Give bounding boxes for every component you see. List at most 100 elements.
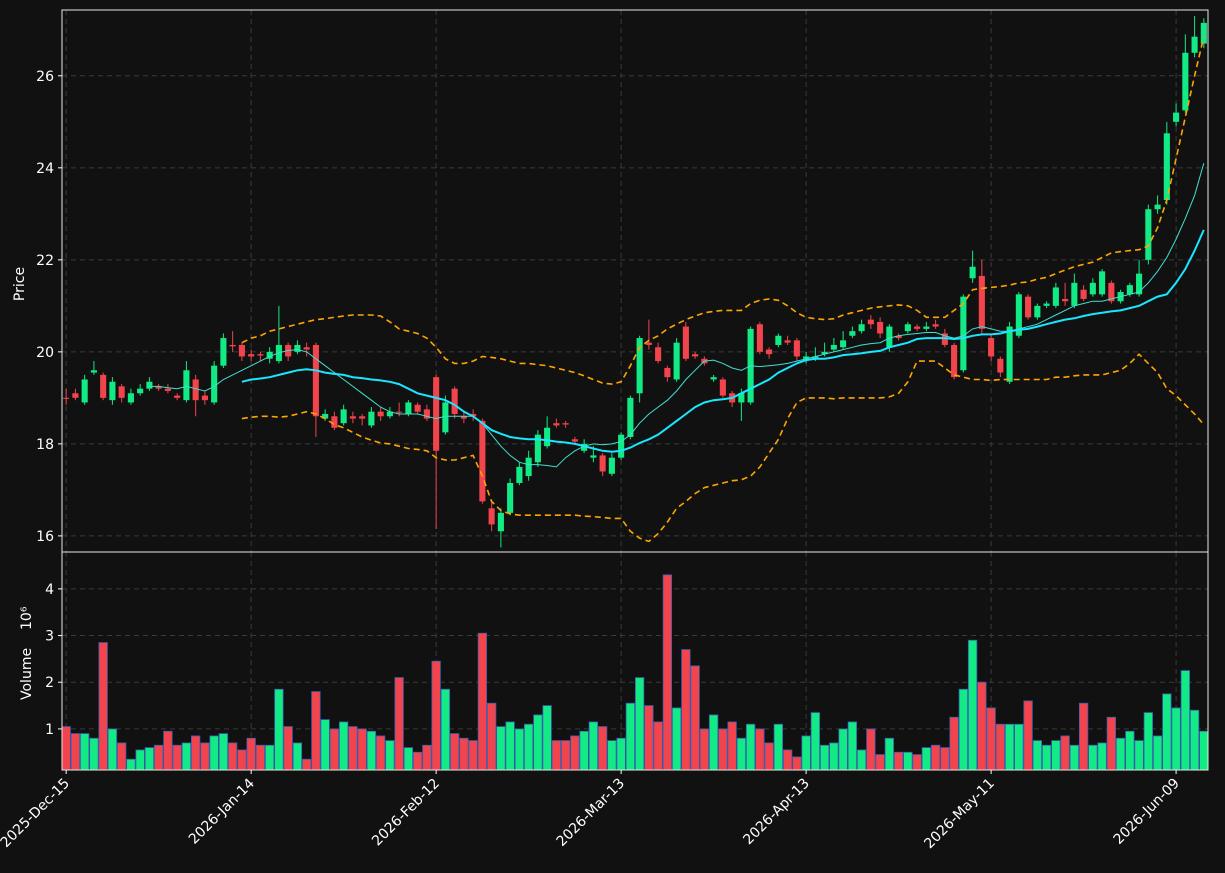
candle-body [1145,209,1152,260]
candle-body [1136,273,1143,295]
volume-bar [903,751,913,771]
candle-body [867,319,874,325]
volume-bar [819,744,830,771]
volume-bar [1069,744,1080,771]
volume-bar [884,737,895,771]
candle-body [479,420,486,502]
y-tick-label: 16 [36,529,54,545]
candle-body [183,370,190,401]
y-tick-label: 3 [45,629,54,645]
candle-body [211,365,218,403]
volume-bar [1171,707,1181,771]
candle-body [821,351,828,355]
indicator-line [149,163,1205,468]
candle-body [775,335,782,345]
volume-bar [246,737,256,771]
candle-body [608,457,615,474]
candle-body [405,402,412,414]
candle-body [164,388,171,391]
candle-body [488,508,495,525]
volume-bar [792,756,802,771]
volume-bar [782,749,793,771]
volume-bar [89,737,99,771]
volume-bar [468,740,478,771]
volume-bar [995,723,1006,771]
candle-body [849,331,856,336]
candle-body [923,326,930,329]
panel-frame [61,9,1209,553]
volume-bar [209,735,219,771]
candle-body [470,413,477,417]
volume-bar [264,744,275,771]
volume-bar [597,726,608,771]
candle-body [904,324,911,332]
volume-bar [958,688,969,771]
candle-body [1099,271,1106,295]
x-tick-label: 2025-Dec-15 [0,776,73,851]
candle-body [784,340,791,343]
volume-bar [431,660,441,771]
volume-bar [542,705,552,771]
candle-body [331,416,338,428]
volume-bar [551,740,562,771]
volume-bar [1060,735,1070,771]
volume-bar [329,728,340,771]
volume-bar [1134,740,1144,771]
volume-bar [301,758,312,771]
candle-body [1154,204,1161,210]
volume-bar [200,742,210,771]
candle-body [1173,112,1180,122]
volume-bar [477,632,488,771]
candle-body [978,275,985,329]
volume-bar [126,758,136,771]
candle-body [349,416,356,419]
volume-bar [912,754,922,771]
candle-body [738,393,745,403]
candle-body [81,379,88,403]
candle-body [914,326,921,329]
volume-bar [967,639,978,771]
volume-bar [496,726,506,771]
candle-body [803,356,810,359]
volume-bar [893,751,904,771]
indicator-line [241,229,1205,453]
candle-body [692,354,699,357]
candle-body [1043,303,1050,306]
candle-body [1025,296,1032,318]
candle-body [599,455,606,472]
candle-body [127,393,134,403]
candle-body [507,482,514,513]
volume-bar [644,705,654,771]
x-tick-label: 2026-Apr-13 [740,776,813,849]
candle-body [118,386,125,398]
y-tick-label: 1 [45,722,54,738]
volume-bar [671,707,682,771]
candle-body [63,397,70,399]
volume-bar [274,688,284,771]
candle-body [997,358,1004,373]
candle-body [266,351,273,359]
candle-body [988,338,995,357]
x-tick-label: 2026-Feb-12 [369,776,443,850]
candle-body [220,338,227,366]
volume-bar [1162,693,1172,771]
volume-bar [1004,723,1015,771]
volume-bar [218,733,229,771]
candle-body [645,342,652,345]
candle-body [238,344,245,357]
volume-bar [727,721,737,771]
volume-bar [1180,670,1190,771]
volume-bar [1097,742,1107,771]
volume-axis-label: Volume [19,648,35,700]
candle-body [1015,294,1022,336]
candle-body [830,344,837,350]
volume-bar [866,728,876,771]
volume-bar [338,721,349,771]
candle-body [1052,287,1059,306]
candle-body [1182,52,1189,111]
candle-body [192,379,199,401]
volume-bar [255,744,266,771]
volume-bar [1088,744,1098,771]
